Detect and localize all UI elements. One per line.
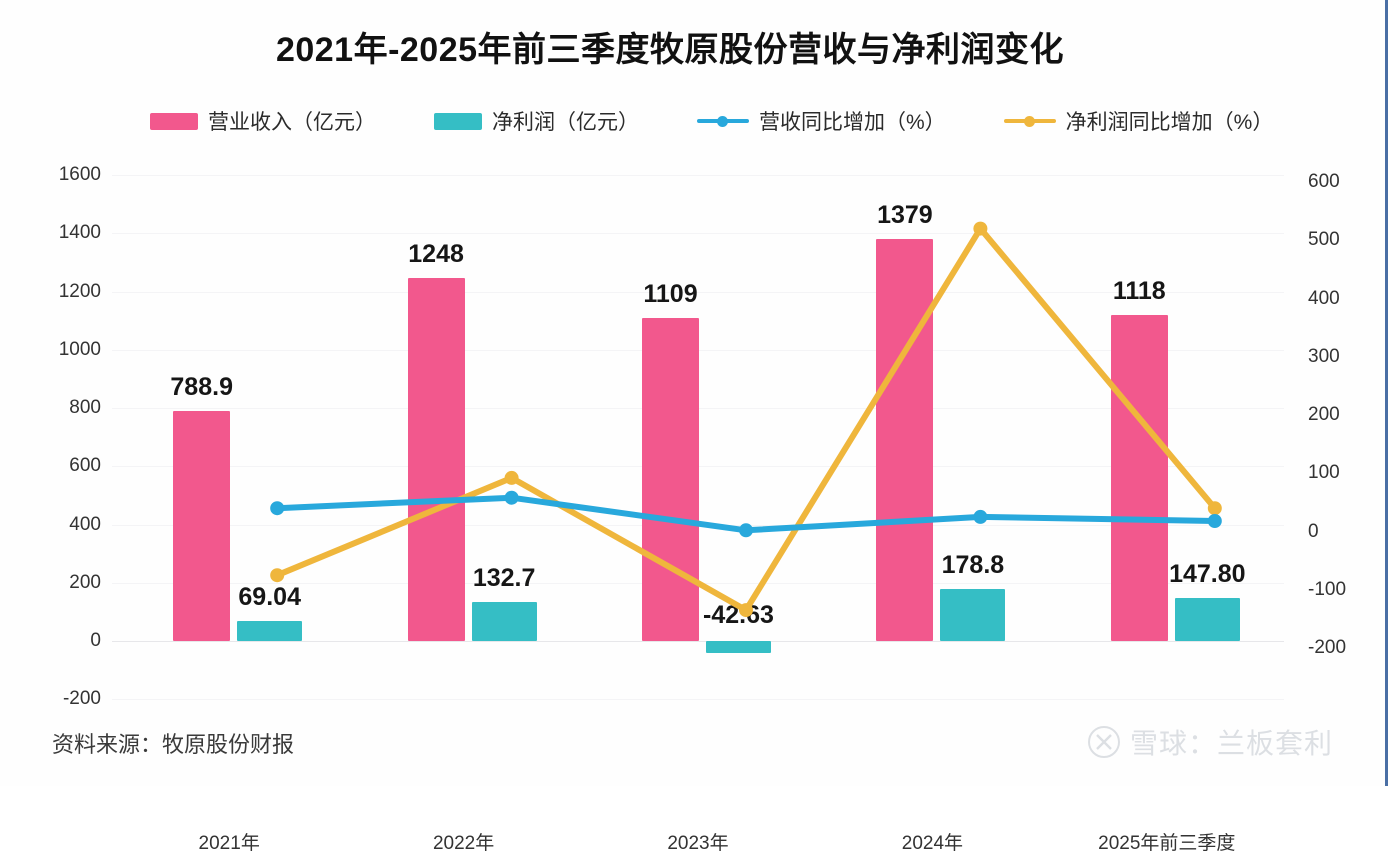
revenue-bar[interactable] (642, 318, 699, 641)
chart-legend: 营业收入（亿元） 净利润（亿元） 营收同比增加（%） 净利润同比增加（%） (150, 104, 1273, 138)
profit-growth-line (274, 225, 1218, 614)
x-axis-label: 2022年 (432, 833, 495, 854)
page-title: 2021年-2025年前三季度牧原股份营收与净利润变化 (275, 31, 1065, 69)
revenue-growth-point[interactable] (504, 490, 519, 505)
y-axis-right-tick: 0 (1308, 520, 1319, 542)
revenue-bar-label: 1118 (1112, 277, 1166, 306)
legend-revenue-label: 营业收入（亿元） (208, 111, 376, 134)
legend-profit-growth-line-icon (1003, 113, 1056, 129)
y-axis-left-tick: 1000 (58, 338, 101, 360)
legend-revenue-growth-line-icon (697, 113, 749, 129)
net-profit-bar[interactable] (237, 620, 303, 641)
zero-axis-line (112, 641, 1284, 642)
legend-profit-growth[interactable]: 净利润同比增加（%） (1003, 106, 1274, 136)
revenue-bar[interactable] (407, 277, 465, 641)
x-axis-label: 2025年前三季度 (1098, 833, 1236, 854)
net-profit-bar[interactable] (471, 602, 537, 641)
net-profit-bar-label: 132.7 (472, 564, 536, 593)
y-axis-right-tick: -100 (1308, 578, 1347, 600)
y-axis-right-tick: 500 (1308, 229, 1340, 251)
net-profit-bar[interactable] (1174, 597, 1240, 641)
y-axis-left-tick: 800 (69, 397, 101, 418)
revenue-growth-point[interactable] (270, 501, 285, 516)
watermark-text: 雪球：兰板套利 (1129, 728, 1333, 759)
revenue-growth-point[interactable] (1207, 514, 1222, 528)
profit-growth-point[interactable] (1207, 501, 1222, 516)
revenue-bar[interactable] (173, 411, 231, 641)
net-profit-bar-label: 69.04 (238, 582, 301, 611)
revenue-bar-label: 788.9 (170, 373, 233, 402)
revenue-bar[interactable] (1110, 315, 1168, 641)
legend-profit-growth-label: 净利润同比增加（%） (1065, 111, 1274, 134)
y-axis-left-tick: 600 (69, 455, 101, 477)
xueqiu-logo-icon (1087, 726, 1120, 758)
y-axis-left-tick: 400 (69, 513, 101, 535)
legend-revenue-growth[interactable]: 营收同比增加（%） (697, 106, 946, 136)
revenue-bar[interactable] (876, 239, 934, 641)
y-axis-left-tick: -200 (62, 688, 101, 710)
profit-growth-point[interactable] (270, 568, 285, 583)
gridline (112, 291, 1284, 293)
y-axis-right-tick: 200 (1308, 404, 1340, 425)
legend-revenue-swatch-icon (150, 112, 198, 130)
revenue-bar-label: 1109 (643, 280, 698, 308)
x-axis-label: 2024年 (901, 833, 964, 854)
revenue-bar-label: 1379 (877, 201, 933, 230)
watermark: 雪球：兰板套利 (1087, 722, 1333, 762)
revenue-growth-point[interactable] (739, 523, 753, 538)
net-profit-bar[interactable] (706, 641, 771, 654)
y-axis-left-tick: 200 (69, 571, 101, 593)
profit-growth-point[interactable] (973, 221, 988, 236)
x-axis-label: 2021年 (198, 833, 260, 854)
revenue-bar-label: 1248 (408, 239, 464, 268)
y-axis-left-tick: 1600 (58, 164, 101, 185)
y-axis-right-tick: 300 (1308, 345, 1340, 367)
profit-growth-point[interactable] (739, 603, 753, 618)
legend-net-profit-swatch-icon (434, 112, 482, 130)
gridline (112, 233, 1284, 235)
line-series-overlay (270, 221, 1222, 618)
y-axis-right-tick: -200 (1308, 637, 1347, 658)
y-axis-left-tick: 0 (90, 630, 101, 651)
legend-revenue-growth-label: 营收同比增加（%） (759, 111, 946, 134)
x-axis-label: 2023年 (667, 833, 729, 854)
net-profit-bar-label: 147.80 (1169, 559, 1246, 588)
plot-area: 1600 1400 1200 1000 800 600 400 200 0 -200 600 500 4… (59, 164, 1346, 854)
legend-net-profit[interactable]: 净利润（亿元） (434, 106, 639, 136)
legend-revenue[interactable]: 营业收入（亿元） (150, 106, 376, 136)
net-profit-bar[interactable] (940, 588, 1006, 641)
gridline (112, 699, 1284, 701)
y-axis-right-tick: 400 (1308, 287, 1340, 309)
revenue-growth-point[interactable] (973, 509, 988, 524)
profit-growth-point[interactable] (504, 470, 519, 485)
y-axis-left-tick: 1400 (58, 222, 101, 244)
net-profit-bar-label: 178.8 (941, 550, 1005, 579)
gridline (112, 175, 1284, 176)
chart-page: 2021年-2025年前三季度牧原股份营收与净利润变化 营业收入（亿元） 净利润（… (52, 0, 1388, 854)
legend-net-profit-label: 净利润（亿元） (492, 111, 639, 134)
source-note: 资料来源：牧原股份财报 (52, 732, 295, 757)
y-axis-right-tick: 600 (1308, 171, 1340, 192)
y-axis-left-tick: 1200 (58, 280, 101, 302)
y-axis-right-tick: 100 (1308, 462, 1340, 484)
